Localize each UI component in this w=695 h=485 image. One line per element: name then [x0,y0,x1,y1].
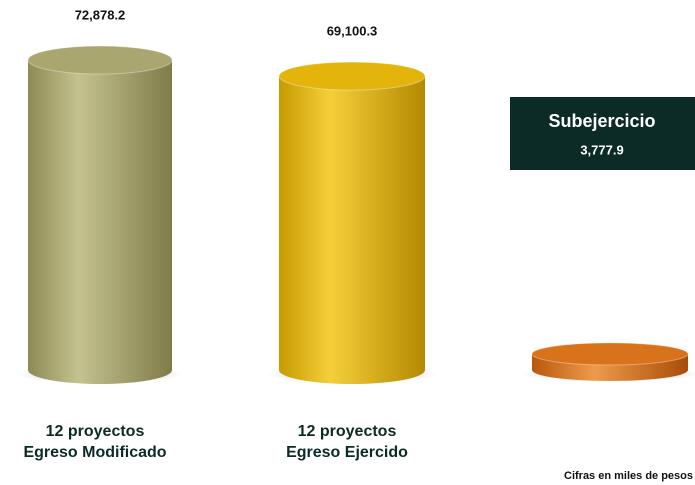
category-label: 12 proyectos [46,423,145,440]
annotation-box [510,97,695,170]
category-label: Egreso Modificado [23,444,166,461]
cylinder [28,60,172,384]
cylinder-top [278,61,426,91]
category-label: Subejercicio [548,111,655,131]
cylinder-top [531,342,689,366]
cylinder [279,76,425,384]
footnote: Cifras en miles de pesos [564,470,693,482]
category-label: Egreso Ejercido [286,444,408,461]
value-label: 69,100.3 [327,24,378,39]
cylinder-top [27,45,173,75]
category-label: 12 proyectos [298,423,397,440]
value-label: 72,878.2 [75,7,126,22]
value-label: 3,777.9 [580,142,623,157]
